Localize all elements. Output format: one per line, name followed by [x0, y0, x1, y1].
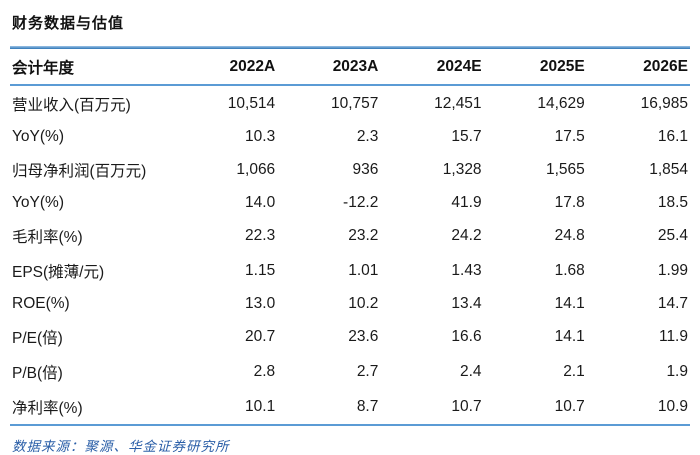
cell-value: 1.9 [666, 362, 688, 380]
cell-value: 14.0 [245, 193, 276, 211]
column-header-2025e: 2025E [483, 49, 587, 86]
cell-value: 24.2 [451, 226, 482, 244]
cell-value: 1.43 [451, 261, 482, 279]
row-label: P/E(倍) [12, 329, 63, 347]
table-row: 净利率(%) 10.1 8.7 10.7 10.7 10.9 [10, 389, 690, 425]
cell-value: 10,757 [330, 94, 379, 112]
cell-value: 17.8 [554, 193, 585, 211]
cell-value: 10.1 [245, 397, 276, 415]
cell-value: 10.3 [245, 127, 276, 145]
cell-value: 23.6 [348, 327, 379, 345]
cell-value: 1.15 [245, 261, 276, 279]
cell-value: 10,514 [227, 94, 276, 112]
row-label: P/B(倍) [12, 364, 63, 382]
cell-value: 17.5 [554, 127, 585, 145]
cell-value: 8.7 [356, 397, 379, 415]
financial-table: 会计年度 2022A 2023A 2024E 2025E 2026E 营业收入(… [10, 49, 690, 426]
row-label: 营业收入(百万元) [12, 96, 131, 114]
cell-value: 16.6 [451, 327, 482, 345]
cell-value: 20.7 [245, 327, 276, 345]
cell-value: 10.2 [348, 294, 379, 312]
column-header-fiscal-year: 会计年度 [10, 49, 174, 86]
table-row: 营业收入(百万元) 10,514 10,757 12,451 14,629 16… [10, 85, 690, 121]
cell-value: 1,328 [442, 160, 482, 178]
cell-value: 14,629 [537, 94, 585, 112]
row-label: YoY(%) [12, 193, 64, 211]
cell-value: 1.99 [657, 261, 688, 279]
cell-value: 936 [352, 160, 379, 178]
cell-value: 23.2 [348, 226, 379, 244]
table-top-rule [10, 46, 690, 49]
table-row: EPS(摊薄/元) 1.15 1.01 1.43 1.68 1.99 [10, 253, 690, 288]
cell-value: 12,451 [434, 94, 482, 112]
cell-value: 25.4 [657, 226, 688, 244]
cell-value: 16,985 [640, 94, 688, 112]
cell-value: 22.3 [245, 226, 276, 244]
cell-value: 41.9 [451, 193, 482, 211]
cell-value: 1.01 [348, 261, 379, 279]
cell-value: 13.0 [245, 294, 276, 312]
table-row: ROE(%) 13.0 10.2 13.4 14.1 14.7 [10, 288, 690, 319]
cell-value: 1,066 [236, 160, 276, 178]
row-label: 毛利率(%) [12, 228, 83, 246]
cell-value: 2.7 [356, 362, 379, 380]
column-header-2026e: 2026E [586, 49, 690, 86]
column-header-2024e: 2024E [380, 49, 484, 86]
table-row: 毛利率(%) 22.3 23.2 24.2 24.8 25.4 [10, 218, 690, 253]
cell-value: 14.7 [657, 294, 688, 312]
cell-value: 15.7 [451, 127, 482, 145]
table-title: 财务数据与估值 [12, 15, 125, 32]
header-row: 会计年度 2022A 2023A 2024E 2025E 2026E [10, 49, 690, 86]
column-header-2023a: 2023A [277, 49, 381, 86]
row-label: 归母净利润(百万元) [12, 162, 147, 180]
cell-value: 2.3 [356, 127, 379, 145]
row-label: 净利率(%) [12, 399, 83, 417]
cell-value: 10.9 [657, 397, 688, 415]
cell-value: 10.7 [554, 397, 585, 415]
cell-value: 16.1 [657, 127, 688, 145]
data-source-note: 数据来源：聚源、华金证券研究所 [12, 439, 230, 454]
cell-value: 24.8 [554, 226, 585, 244]
cell-value: 1,565 [545, 160, 585, 178]
table-row: P/B(倍) 2.8 2.7 2.4 2.1 1.9 [10, 354, 690, 389]
cell-value: 10.7 [451, 397, 482, 415]
cell-value: 2.8 [253, 362, 276, 380]
cell-value: 18.5 [657, 193, 688, 211]
column-header-2022a: 2022A [174, 49, 278, 86]
row-label: EPS(摊薄/元) [12, 263, 105, 281]
cell-value: 14.1 [554, 327, 585, 345]
cell-value: 2.4 [460, 362, 482, 380]
cell-value: 1,854 [649, 160, 688, 178]
cell-value: -12.2 [343, 193, 379, 211]
row-label: ROE(%) [12, 294, 70, 312]
table-row: 归母净利润(百万元) 1,066 936 1,328 1,565 1,854 [10, 152, 690, 187]
table-row: YoY(%) 14.0 -12.2 41.9 17.8 18.5 [10, 187, 690, 218]
table-row: YoY(%) 10.3 2.3 15.7 17.5 16.1 [10, 121, 690, 152]
cell-value: 1.68 [554, 261, 585, 279]
cell-value: 11.9 [658, 327, 688, 345]
cell-value: 2.1 [563, 362, 585, 380]
row-label: YoY(%) [12, 127, 64, 145]
cell-value: 14.1 [554, 294, 585, 312]
cell-value: 13.4 [451, 294, 482, 312]
table-row: P/E(倍) 20.7 23.6 16.6 14.1 11.9 [10, 319, 690, 354]
